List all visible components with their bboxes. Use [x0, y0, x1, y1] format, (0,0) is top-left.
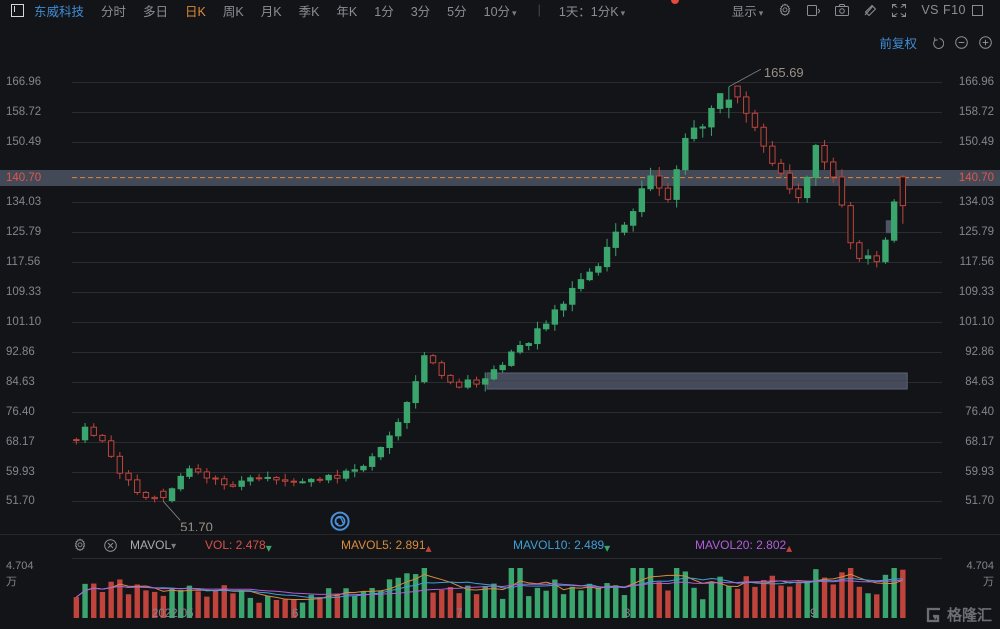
- svg-text:165.69: 165.69: [764, 65, 804, 80]
- svg-text:51.70: 51.70: [180, 519, 213, 531]
